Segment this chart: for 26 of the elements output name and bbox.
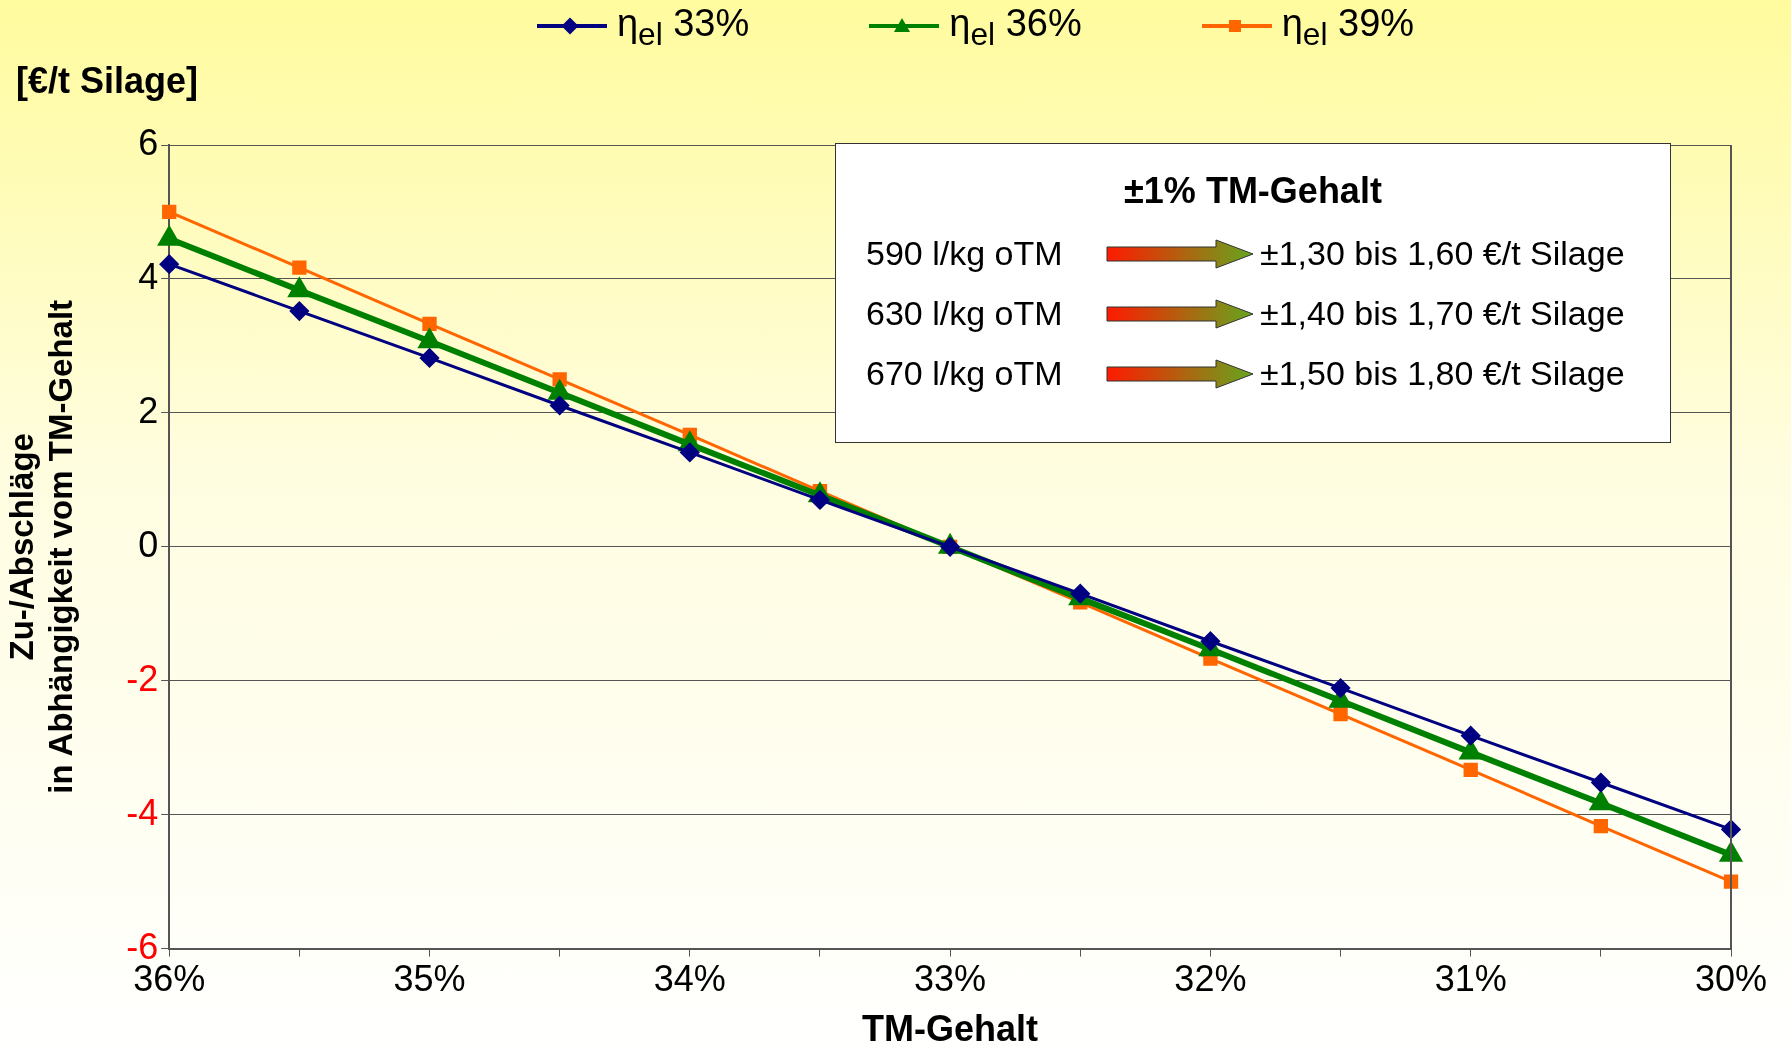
x-tick-label: 33% bbox=[914, 958, 987, 1000]
legend-label: η$_{el}$ 36% bbox=[949, 2, 1082, 52]
x-axis-title: TM-Gehalt bbox=[862, 1008, 1039, 1050]
x-tick-label: 35% bbox=[393, 958, 466, 1000]
x-tick-label: 36% bbox=[133, 958, 206, 1000]
y-tick-label: 2 bbox=[138, 389, 159, 431]
x-tick-label: 34% bbox=[653, 958, 726, 1000]
y-tick-label: -2 bbox=[126, 657, 159, 699]
text: [€/t Silage] bbox=[16, 60, 199, 102]
x-tick-label: 30% bbox=[1694, 958, 1768, 1000]
annotation: ±1% TM-Gehalt bbox=[1123, 170, 1383, 212]
y-axis-title: Zu-/Abschläge in Abhängigkeit vom TM-Gehalt bbox=[2, 299, 80, 794]
annotation: 670 l/kg oTM bbox=[866, 354, 1064, 393]
y-tick-label: 6 bbox=[138, 121, 159, 163]
annotation: 590 l/kg oTM bbox=[866, 234, 1064, 273]
annotation: ±1,40 bis 1,70 €/t Silage bbox=[1260, 294, 1625, 333]
legend-label: η$_{el}$ 33% bbox=[616, 2, 750, 52]
x-tick-label: 31% bbox=[1434, 958, 1507, 1000]
y-tick-label: 4 bbox=[138, 255, 159, 297]
legend-label: η$_{el}$ 39% bbox=[1281, 2, 1415, 52]
annotation: ±1,50 bis 1,80 €/t Silage bbox=[1260, 354, 1625, 393]
x-tick-label: 32% bbox=[1174, 958, 1247, 1000]
annotation: 630 l/kg oTM bbox=[866, 294, 1064, 333]
y-tick-label: -4 bbox=[126, 791, 159, 833]
annotation: ±1,30 bis 1,60 €/t Silage bbox=[1260, 234, 1625, 273]
y-tick-label: 0 bbox=[138, 523, 159, 565]
